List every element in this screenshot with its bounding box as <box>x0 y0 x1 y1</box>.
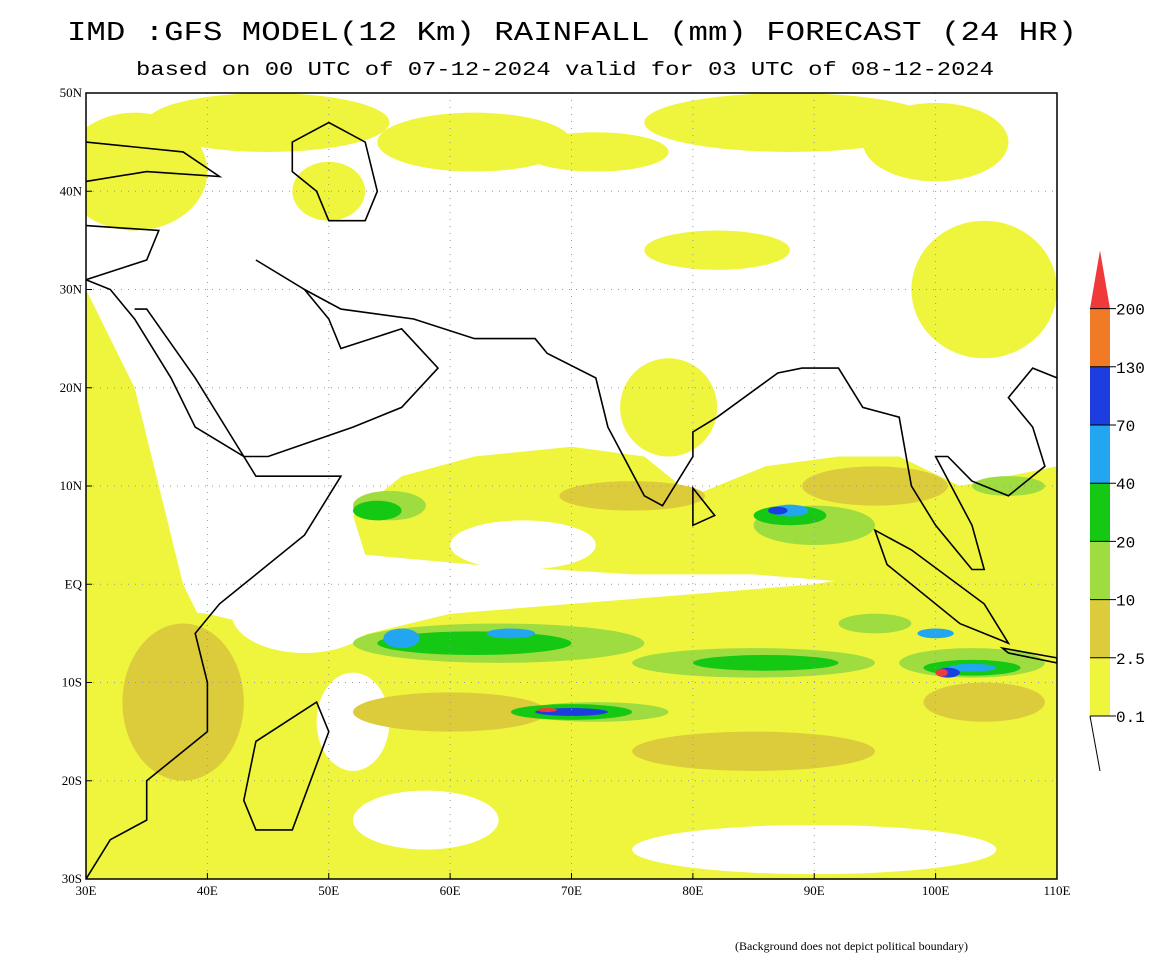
colorbar-arrow <box>1090 250 1110 309</box>
coastline <box>291 121 379 222</box>
lon-label: 70E <box>561 883 582 898</box>
coastline <box>86 141 223 183</box>
colorbar-segment <box>1090 483 1110 542</box>
coastline <box>873 528 1011 645</box>
coastline <box>304 288 1057 571</box>
rain-patch <box>122 623 244 781</box>
lon-label: 50E <box>318 883 339 898</box>
lat-label: 40N <box>60 183 83 198</box>
colorbar-label: 20 <box>1116 534 1135 552</box>
rain-patch <box>935 668 948 677</box>
colorbar-segment <box>1090 308 1110 367</box>
rain-patch <box>917 628 954 639</box>
colorbar-tail <box>1089 715 1101 772</box>
lon-label: 80E <box>682 883 703 898</box>
lat-label: 50N <box>60 85 83 100</box>
colorbar-label: 200 <box>1116 302 1145 320</box>
rainfall-field <box>86 93 1057 879</box>
rain-patch <box>692 654 839 671</box>
colorbar-label: 40 <box>1116 476 1135 494</box>
rain-patch <box>383 628 420 649</box>
rain-patch <box>522 132 669 172</box>
colorbar-segment <box>1090 599 1110 658</box>
coastline <box>86 278 343 879</box>
lon-label: 90E <box>804 883 825 898</box>
lat-label: 20N <box>60 380 83 395</box>
rain-patch <box>231 574 378 654</box>
colorbar-label: 0.1 <box>1116 709 1145 727</box>
lat-label: 20S <box>62 773 82 788</box>
lon-label: 30E <box>76 883 97 898</box>
rain-patch <box>559 481 706 511</box>
lat-label: 10N <box>60 478 83 493</box>
lat-label: 30N <box>60 282 83 297</box>
coastline <box>999 646 1057 664</box>
rain-patch <box>768 506 788 515</box>
rain-patch <box>450 520 596 570</box>
rain-patch <box>537 708 557 712</box>
rain-patch <box>947 663 997 672</box>
lon-label: 40E <box>197 883 218 898</box>
rain-patch <box>632 731 875 771</box>
colorbar-segment <box>1090 425 1110 484</box>
rain-patch <box>838 613 912 634</box>
rain-patch <box>316 672 390 771</box>
lat-label: 10S <box>62 675 82 690</box>
title: IMD :GFS MODEL(12 Km) RAINFALL (mm) FORE… <box>67 19 1077 49</box>
coastline <box>692 485 716 527</box>
colorbar-label: 10 <box>1116 593 1135 611</box>
colorbar: 0.1 2.5 10 20 40 70 130 200 <box>1089 250 1145 772</box>
lat-label: 30S <box>62 871 82 886</box>
rain-patch <box>377 112 572 172</box>
colorbar-label: 70 <box>1116 418 1135 436</box>
rain-patch <box>353 790 499 850</box>
rain-patch <box>802 466 948 506</box>
rain-area <box>353 446 1057 585</box>
subtitle: based on 00 UTC of 07-12-2024 valid for … <box>136 59 994 81</box>
coastlines <box>86 121 1057 879</box>
lon-label: 60E <box>440 883 461 898</box>
colorbar-segment <box>1090 657 1110 716</box>
lon-label: 100E <box>922 883 950 898</box>
lat-label: EQ <box>65 576 83 591</box>
rain-patch <box>644 93 936 152</box>
rain-patch <box>644 230 790 270</box>
footnote: (Background does not depict political bo… <box>735 939 968 953</box>
rain-patch <box>486 628 536 639</box>
rain-patch <box>923 682 1045 722</box>
colorbar-label: 130 <box>1116 360 1145 378</box>
rain-patch <box>86 112 208 231</box>
colorbar-segment <box>1090 541 1110 600</box>
colorbar-label: 2.5 <box>1116 651 1145 669</box>
rain-patch <box>353 692 548 732</box>
coastline <box>242 700 330 831</box>
colorbar-segment <box>1090 366 1110 425</box>
rain-patch <box>911 220 1057 359</box>
coastline <box>86 224 160 281</box>
rain-patch <box>353 500 402 521</box>
coastline <box>134 259 440 458</box>
lon-label: 110E <box>1044 883 1071 898</box>
rain-patch <box>620 358 718 457</box>
